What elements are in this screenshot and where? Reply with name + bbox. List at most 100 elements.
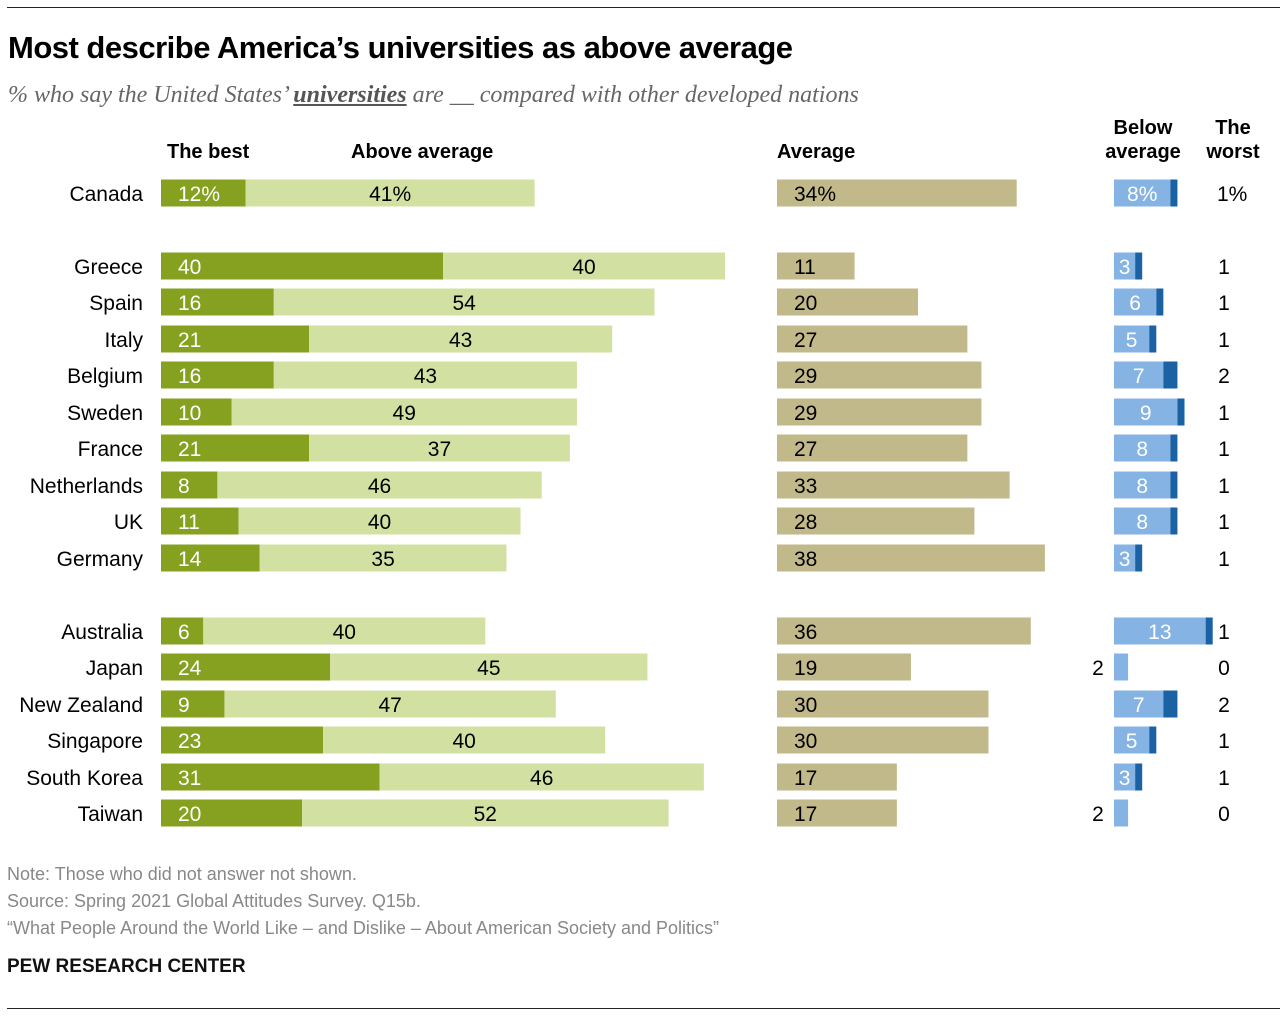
data-label-the-worst: 0 [1218, 803, 1230, 826]
data-label-the-best: 14 [178, 548, 202, 571]
bar-above-average [231, 398, 577, 426]
bar-below-average [1114, 544, 1136, 572]
subtitle-emphasis: universities [293, 82, 407, 108]
bar-average [777, 763, 897, 791]
data-label-the-worst: 1 [1218, 621, 1230, 644]
bar-the-worst [1135, 544, 1143, 572]
data-label-the-best: 10 [178, 402, 201, 425]
top-rule [7, 7, 1280, 8]
bar-the-best [161, 690, 225, 718]
data-label-below-average: 7 [1133, 694, 1145, 717]
bar-the-best [161, 179, 246, 207]
data-label-above-average: 46 [530, 767, 553, 790]
data-label-the-worst: 1 [1218, 511, 1230, 534]
bar-above-average [217, 471, 542, 499]
bar-the-worst [1170, 507, 1178, 535]
bar-the-best [161, 252, 443, 280]
data-label-the-best: 8 [178, 475, 190, 498]
subtitle-text: % who say the United States’ [8, 82, 294, 108]
bar-below-average [1114, 434, 1171, 462]
data-label-below-average: 6 [1129, 292, 1141, 315]
bar-above-average [302, 799, 669, 827]
category-label: Greece [74, 256, 143, 279]
source: Source: Spring 2021 Global Attitudes Sur… [7, 891, 421, 911]
bar-average [777, 799, 897, 827]
bar-the-best [161, 763, 380, 791]
bar-above-average [379, 763, 704, 791]
header-average: Average [777, 141, 855, 163]
bar-average [777, 398, 982, 426]
data-label-average: 30 [794, 694, 817, 717]
bar-average [777, 726, 989, 754]
bar-below-average [1114, 252, 1136, 280]
data-label-above-average: 40 [572, 256, 595, 279]
bar-the-worst [1170, 179, 1178, 207]
data-label-below-average: 13 [1148, 621, 1171, 644]
category-label: Belgium [67, 365, 143, 388]
bar-below-average [1114, 325, 1150, 353]
category-label: Singapore [47, 730, 143, 753]
data-label-the-best: 16 [178, 365, 201, 388]
data-label-below-average: 2 [1092, 803, 1104, 826]
category-label: Canada [69, 183, 143, 206]
bar-the-best [161, 325, 310, 353]
data-label-average: 38 [794, 548, 817, 571]
bar-the-worst [1177, 398, 1185, 426]
bar-the-best [161, 361, 274, 389]
data-label-the-worst: 0 [1218, 657, 1230, 680]
bar-above-average [330, 653, 648, 681]
category-label: Sweden [67, 402, 143, 425]
bar-average [777, 288, 918, 316]
data-label-the-best: 6 [178, 621, 190, 644]
bar-average [777, 325, 968, 353]
bar-above-average [259, 544, 507, 572]
data-label-above-average: 40 [452, 730, 475, 753]
category-label: Germany [57, 548, 144, 571]
data-label-above-average: 37 [428, 438, 451, 461]
note: Note: Those who did not answer not shown… [7, 864, 357, 884]
bar-below-average [1114, 398, 1178, 426]
category-label: Australia [61, 621, 143, 644]
data-label-below-average: 3 [1119, 767, 1131, 790]
bar-the-best [161, 726, 324, 754]
data-label-above-average: 35 [371, 548, 394, 571]
data-label-the-worst: 1 [1218, 292, 1230, 315]
data-label-the-worst: 1 [1218, 767, 1230, 790]
bar-below-average [1114, 361, 1164, 389]
data-label-the-best: 40 [178, 256, 201, 279]
header-the-worst: worst [1205, 141, 1260, 163]
bar-average [777, 507, 975, 535]
data-label-above-average: 43 [414, 365, 437, 388]
bar-the-best [161, 434, 310, 462]
data-label-below-average: 2 [1092, 657, 1104, 680]
bar-the-worst [1135, 252, 1143, 280]
bar-the-best [161, 471, 218, 499]
category-label: UK [114, 511, 143, 534]
category-label: Japan [86, 657, 143, 680]
data-label-average: 17 [794, 803, 817, 826]
bar-average [777, 361, 982, 389]
data-label-above-average: 40 [368, 511, 391, 534]
data-label-below-average: 8 [1136, 511, 1148, 534]
data-label-average: 33 [794, 475, 817, 498]
data-label-the-best: 21 [178, 438, 201, 461]
data-label-average: 34% [794, 183, 836, 206]
bar-the-worst [1163, 361, 1178, 389]
data-label-above-average: 40 [333, 621, 356, 644]
data-label-the-best: 12% [178, 183, 220, 206]
data-label-the-best: 11 [178, 511, 200, 534]
bar-the-worst [1156, 288, 1164, 316]
bar-below-average [1114, 726, 1150, 754]
data-label-above-average: 47 [378, 694, 401, 717]
header-the-worst: The [1215, 117, 1251, 139]
bar-the-best [161, 617, 204, 645]
chart-title: Most describe America’s universities as … [8, 30, 793, 65]
bottom-rule [7, 1008, 1280, 1009]
bar-below-average [1114, 179, 1171, 207]
bar-the-best [161, 288, 274, 316]
data-label-average: 27 [794, 438, 817, 461]
header-below-average: Below [1114, 117, 1173, 139]
bar-the-best [161, 544, 260, 572]
brand-logo-text: PEW RESEARCH CENTER [7, 956, 246, 977]
